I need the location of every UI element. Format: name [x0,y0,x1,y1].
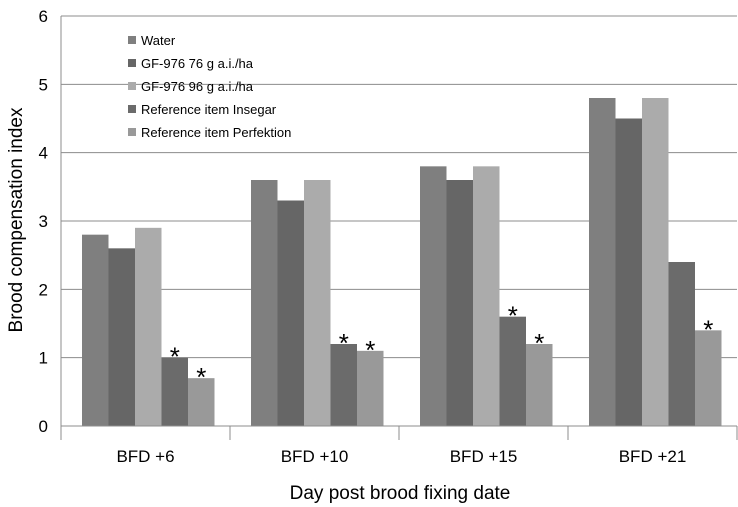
bar [304,180,331,426]
bar [642,98,669,426]
y-axis-title: Brood compensation index [6,107,27,332]
bar [108,248,135,426]
bar [330,344,357,426]
bar [161,357,188,426]
bar [668,262,695,426]
legend-label: Reference item Perfektion [141,125,291,140]
bar [357,350,384,426]
bar [695,330,722,426]
significance-asterisk: * [170,342,180,372]
y-tick-labels: 0 1 2 3 4 5 6 [39,7,48,436]
x-category-label: BFD +6 [116,447,174,466]
bar [420,166,447,427]
significance-asterisk: * [365,335,375,365]
legend-swatch [128,36,136,44]
significance-markers: * * * * * * * [170,301,714,393]
x-category-labels: BFD +6 BFD +10 BFD +15 BFD +21 [116,447,686,466]
x-category-label: BFD +21 [619,447,687,466]
y-tick-label: 5 [39,75,48,94]
bar [526,344,553,426]
significance-asterisk: * [339,328,349,358]
y-tick-label: 0 [39,417,48,436]
y-tick-label: 6 [39,7,48,26]
bar [277,200,304,426]
bar [135,227,162,426]
significance-asterisk: * [534,328,544,358]
x-axis-title: Day post brood fixing date [290,483,511,504]
axes [60,16,738,440]
legend-label: GF-976 76 g a.i./ha [141,56,254,71]
legend-swatch [128,128,136,136]
bar [82,234,109,426]
bar [589,98,616,426]
y-tick-label: 1 [39,349,48,368]
bar [499,316,526,426]
legend-label: Water [141,33,176,48]
x-category-label: BFD +10 [281,447,349,466]
bar [188,378,215,426]
bar [251,180,278,426]
legend: Water GF-976 76 g a.i./ha GF-976 96 g a.i.… [128,33,291,140]
y-tick-label: 2 [39,280,48,299]
legend-label: Reference item Insegar [141,102,277,117]
bars [82,98,722,427]
y-tick-label: 4 [39,144,48,163]
legend-swatch [128,105,136,113]
legend-swatch [128,59,136,67]
y-tick-label: 3 [39,212,48,231]
bar [615,118,642,426]
significance-asterisk: * [703,314,713,344]
legend-swatch [128,82,136,90]
significance-asterisk: * [508,301,518,331]
bar [446,180,473,426]
legend-label: GF-976 96 g a.i./ha [141,79,254,94]
significance-asterisk: * [196,362,206,392]
x-category-label: BFD +15 [450,447,518,466]
bar [473,166,500,427]
